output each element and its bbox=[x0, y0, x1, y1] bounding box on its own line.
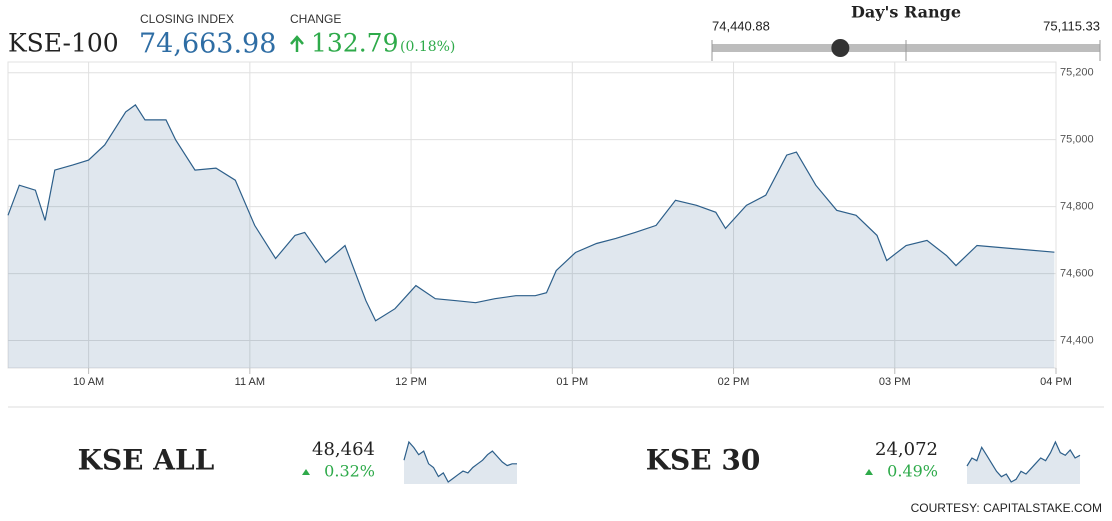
x-tick-label: 01 PM bbox=[556, 376, 588, 388]
y-tick-label: 74,600 bbox=[1060, 267, 1094, 279]
range-low: 74,440.88 bbox=[712, 18, 770, 33]
spark-line bbox=[403, 440, 517, 483]
x-tick-label: 12 PM bbox=[395, 376, 427, 388]
range-high: 75,115.33 bbox=[1043, 18, 1100, 33]
x-tick-label: 10 AM bbox=[73, 376, 104, 388]
spark-area bbox=[967, 442, 1080, 484]
spark-line bbox=[966, 440, 1081, 483]
x-tick-label: 02 PM bbox=[718, 376, 750, 388]
range-marker bbox=[831, 39, 850, 57]
line bbox=[7, 104, 1055, 322]
x-tick-label: 04 PM bbox=[1040, 376, 1072, 388]
up-triangle bbox=[302, 469, 310, 475]
change-value: 132.79 bbox=[311, 29, 398, 58]
index-change: 0.32% bbox=[324, 462, 375, 481]
change-percent: (0.18%) bbox=[400, 39, 455, 55]
y-tick-label: 74,400 bbox=[1060, 334, 1094, 346]
index-change: 0.49% bbox=[887, 462, 938, 481]
change-label: CHANGE bbox=[290, 12, 341, 26]
symbol: KSE-100 bbox=[8, 29, 119, 58]
index-name: KSE ALL bbox=[78, 444, 215, 477]
courtesy: COURTESY: CAPITALSTAKE.COM bbox=[911, 501, 1102, 515]
index-name: KSE 30 bbox=[646, 444, 761, 477]
up-triangle bbox=[865, 469, 873, 475]
spark-area bbox=[404, 442, 517, 484]
index-value: 48,464 bbox=[312, 439, 375, 460]
y-tick-label: 75,000 bbox=[1060, 134, 1094, 146]
index-value: 24,072 bbox=[875, 439, 938, 460]
closing-label: CLOSING INDEX bbox=[140, 12, 234, 26]
x-tick-label: 03 PM bbox=[879, 376, 911, 388]
x-tick-label: 11 AM bbox=[235, 376, 265, 388]
closing-value: 74,663.98 bbox=[139, 29, 276, 60]
area bbox=[8, 104, 1055, 369]
range-title: Day's Range bbox=[851, 3, 961, 22]
up-arrow bbox=[290, 35, 304, 52]
y-tick-label: 74,800 bbox=[1060, 201, 1094, 213]
y-tick-label: 75,200 bbox=[1060, 67, 1094, 79]
